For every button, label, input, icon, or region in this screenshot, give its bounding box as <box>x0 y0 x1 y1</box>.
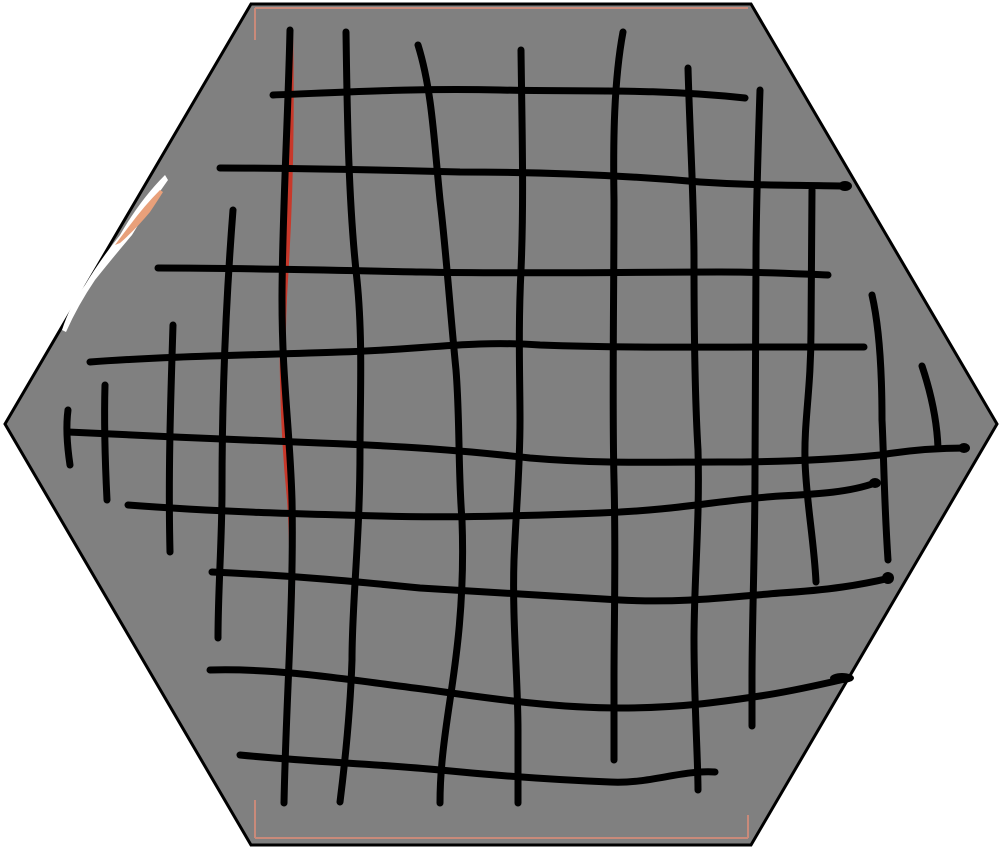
end-blob <box>882 572 894 584</box>
end-blobs <box>830 181 970 683</box>
vertical-line <box>165 321 177 556</box>
vertical-line <box>868 291 892 564</box>
orange-scratch-mark <box>115 190 163 245</box>
horizontal-line <box>236 751 719 786</box>
vertical-line <box>101 381 111 504</box>
horizontal-line <box>206 666 854 712</box>
horizontal-line <box>269 85 749 102</box>
end-blob <box>869 478 881 488</box>
end-blob <box>958 443 970 453</box>
horizontal-line <box>86 340 868 366</box>
vertical-line <box>214 206 237 642</box>
vertical-line <box>801 186 820 586</box>
hexagon-shape <box>3 2 999 847</box>
vertical-line <box>510 46 527 807</box>
vertical-line <box>918 362 942 452</box>
horizontal-lines <box>64 85 970 786</box>
horizontal-line <box>64 428 970 466</box>
vertical-line <box>748 86 764 730</box>
horizontal-line <box>154 264 832 279</box>
vertical-line <box>609 28 627 764</box>
vertical-line <box>684 64 702 794</box>
vertical-lines <box>63 26 942 807</box>
horizontal-line <box>208 568 894 605</box>
vertical-line <box>63 406 74 469</box>
horizontal-line <box>124 479 879 521</box>
horizontal-line <box>216 164 849 190</box>
end-blob <box>838 181 852 191</box>
end-blob <box>830 673 854 683</box>
vertical-line <box>414 41 467 807</box>
